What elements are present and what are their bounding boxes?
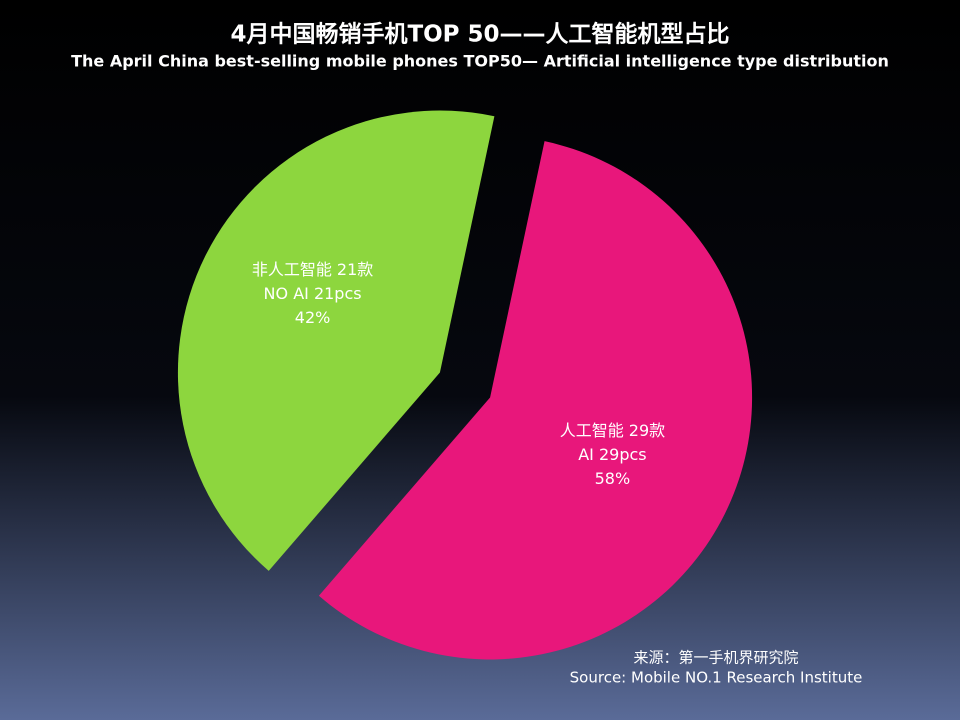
value-label: 58% bbox=[595, 469, 631, 488]
chart-title: 4月中国畅销手机TOP 50——人工智能机型占比 bbox=[230, 21, 729, 48]
slice-label-en: AI 29pcs bbox=[578, 445, 646, 464]
source: Source: Mobile NO.1 Research Institute bbox=[570, 669, 863, 687]
chart-subtitle: The April China best-selling mobile phon… bbox=[71, 52, 889, 71]
slice-label-en: NO AI 21pcs bbox=[264, 284, 362, 303]
pie-slice bbox=[318, 141, 753, 660]
slice-label: 非人工智能 21款 bbox=[252, 260, 373, 279]
pie-slice bbox=[177, 110, 495, 571]
value-label: 42% bbox=[295, 308, 331, 327]
slice-label: 人工智能 29款 bbox=[560, 421, 665, 440]
source: 来源：第一手机界研究院 bbox=[633, 649, 798, 667]
